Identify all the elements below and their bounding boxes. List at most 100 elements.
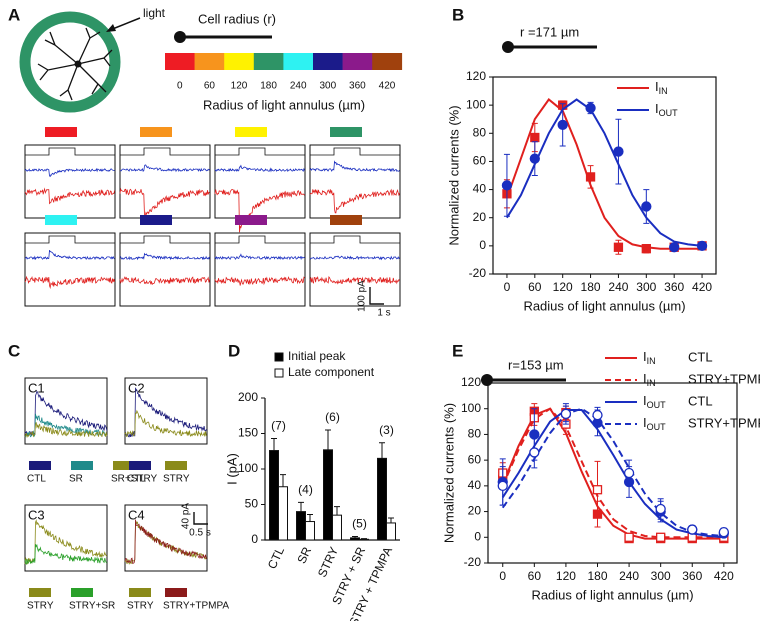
trace-box: [24, 232, 116, 307]
stimulus-trace: [120, 235, 210, 244]
error-bar: [307, 513, 313, 522]
legend-condition: STRY+TPMPA: [688, 371, 760, 386]
panel-label: A: [8, 5, 20, 24]
legend-swatch: [274, 368, 284, 378]
legend-swatch: [71, 588, 93, 597]
x-tick-label: 240: [608, 280, 628, 294]
trace: [214, 164, 305, 173]
trace-box: [24, 377, 108, 445]
trace: [214, 189, 305, 233]
trace: [120, 164, 210, 173]
legend-label: STRY: [127, 601, 154, 612]
marker: [585, 172, 596, 182]
marker: [557, 119, 568, 130]
arrow-head: [106, 24, 116, 32]
legend-label: Late component: [288, 365, 375, 379]
trace: [24, 422, 108, 439]
y-tick-label: -20: [469, 266, 487, 280]
y-tick-label: 0: [479, 238, 486, 252]
y-tick-label: 120: [461, 375, 481, 389]
legend-label: IOUT: [643, 415, 666, 432]
trace: [214, 276, 305, 286]
marker: [560, 408, 572, 420]
light-annulus: [19, 11, 121, 113]
marker: [530, 132, 540, 143]
subpanel-label: C4: [128, 507, 145, 522]
trace: [119, 252, 210, 261]
x-tick-label: 240: [619, 569, 639, 583]
legend-label: CTL: [127, 474, 146, 485]
marker: [718, 526, 729, 538]
color-segment: [165, 53, 195, 70]
trace: [309, 160, 400, 173]
stimulus-bar: [330, 215, 362, 225]
marker: [497, 480, 508, 492]
trace: [24, 249, 115, 261]
color-tick-label: 240: [290, 81, 307, 92]
bar: [377, 457, 387, 541]
axis-label: Radius of light annulus (µm): [203, 97, 365, 112]
color-segment: [372, 53, 403, 70]
x-axis-label: Radius of light annulus (µm): [523, 298, 685, 313]
x-tick-label: 420: [692, 280, 712, 294]
x-axis-label: Radius of light annulus (µm): [531, 587, 693, 602]
bar: [269, 450, 279, 541]
legend-name: I: [655, 101, 659, 116]
stimulus-trace: [25, 147, 115, 156]
marker: [592, 485, 603, 495]
bar: [296, 511, 306, 541]
legend-swatch: [71, 461, 93, 470]
trace: [24, 187, 115, 205]
scale-label: 100 pA: [357, 280, 368, 312]
stimulus-bar: [45, 127, 77, 137]
marker: [585, 102, 596, 114]
marker: [656, 532, 666, 542]
legend-subscript: OUT: [647, 400, 667, 410]
legend-swatch: [274, 352, 284, 362]
n-label: (3): [379, 423, 394, 437]
legend-label: SR: [69, 474, 83, 485]
bar: [278, 486, 288, 541]
y-tick-label: 50: [245, 497, 259, 511]
trace: [124, 519, 208, 565]
panel-label: D: [228, 341, 240, 360]
error-bar: [379, 442, 385, 459]
stimulus-bar: [140, 127, 172, 137]
legend-label: CTL: [27, 474, 46, 485]
trace: [24, 167, 115, 178]
marker: [655, 503, 666, 515]
legend-name: I: [643, 393, 647, 408]
legend-label: IIN: [655, 79, 668, 96]
annotation: r=153 µm: [508, 357, 564, 372]
marker: [696, 240, 708, 252]
trace: [124, 387, 207, 438]
error-bar: [352, 535, 358, 538]
subpanel-label: C1: [28, 380, 45, 395]
stimulus-bar: [235, 127, 267, 137]
trace: [24, 543, 108, 565]
scale-label: 0.5 s: [189, 528, 211, 539]
legend-name: I: [655, 79, 659, 94]
legend-swatch: [165, 588, 187, 597]
trace: [309, 255, 400, 261]
color-tick-label: 180: [260, 81, 277, 92]
marker: [623, 467, 635, 479]
y-tick-label: 20: [473, 210, 487, 224]
legend-subscript: IN: [647, 378, 656, 388]
y-tick-label: 0: [474, 529, 481, 543]
color-tick-label: 360: [349, 81, 366, 92]
x-tick-label: 360: [664, 280, 684, 294]
y-tick-label: -20: [464, 555, 482, 569]
legend-label: Initial peak: [288, 349, 346, 363]
legend-label: STRY+TPMPA: [163, 601, 229, 612]
y-tick-label: 120: [466, 69, 486, 83]
stimulus-bar: [235, 215, 267, 225]
trace: [119, 276, 210, 286]
marker: [669, 242, 680, 253]
legend-label: IOUT: [655, 101, 678, 118]
x-tick-label: 300: [636, 280, 656, 294]
trace-box: [119, 232, 211, 307]
bar: [323, 449, 333, 541]
legend-name: I: [643, 415, 647, 430]
